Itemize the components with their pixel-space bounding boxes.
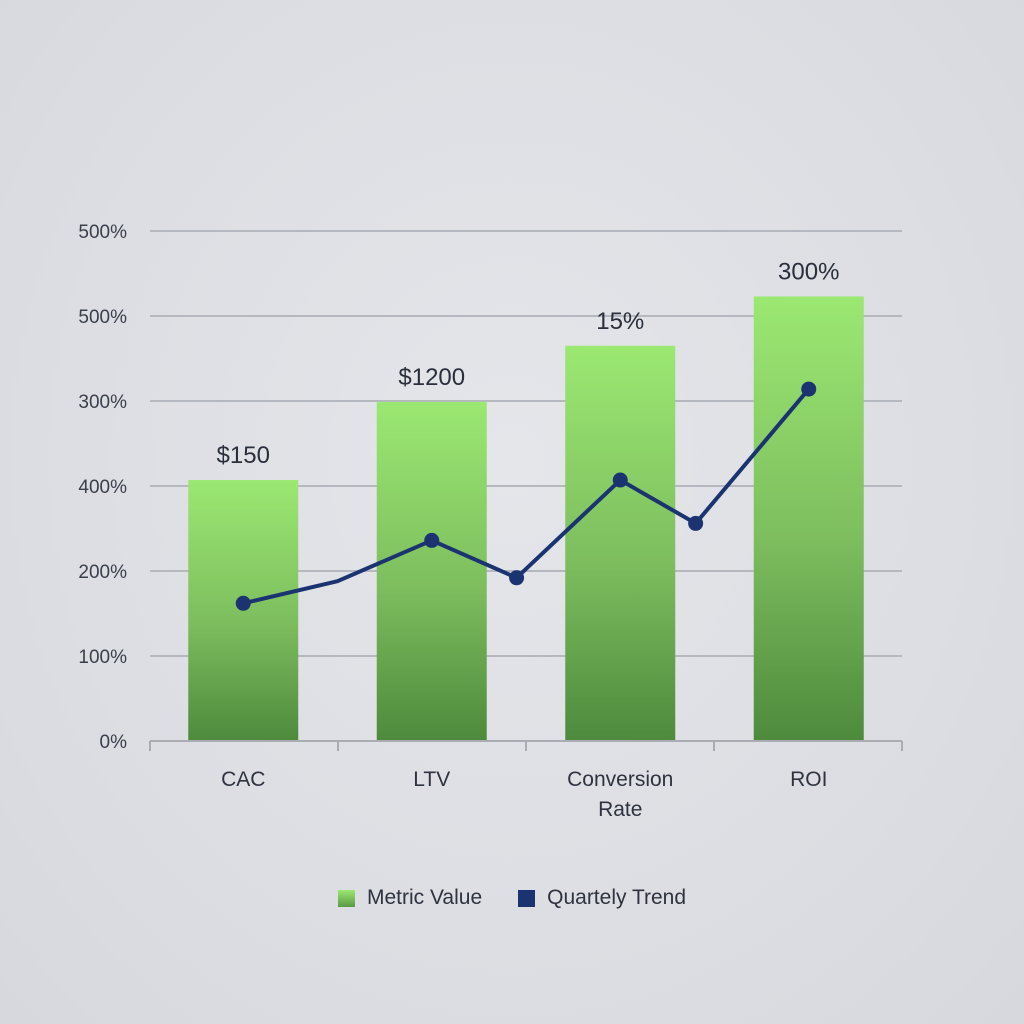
legend-label: Quartely Trend [547, 886, 687, 909]
x-category-label: CAC [221, 768, 265, 791]
bar-conversion-rate[interactable] [565, 345, 676, 741]
trend-point[interactable] [235, 595, 251, 611]
trend-point[interactable] [424, 532, 440, 548]
y-tick-label: 500% [78, 307, 127, 328]
bar-value-label: 15% [596, 308, 644, 335]
legend: Metric Value Quartely Trend [0, 886, 1024, 910]
trend-point[interactable] [612, 472, 628, 488]
y-tick-label: 100% [78, 647, 127, 668]
y-tick-label: 300% [78, 392, 127, 413]
y-axis: 0% 100% 200% 400% 300% 500% 500% [78, 222, 127, 753]
bar-series: $150 $1200 15% 300% [188, 258, 864, 741]
legend-item-quarterly-trend[interactable]: Quartely Trend [518, 886, 686, 910]
x-category-label: LTV [413, 768, 450, 791]
bar-value-label: $1200 [398, 364, 465, 391]
y-tick-label: 200% [78, 562, 127, 583]
green-square-icon [337, 889, 355, 907]
bar-ltv[interactable] [376, 401, 487, 741]
y-tick-label: 0% [100, 732, 128, 753]
y-tick-label: 500% [78, 222, 127, 243]
bar-roi[interactable] [753, 296, 864, 741]
bar-value-label: $150 [217, 442, 270, 469]
line-series [235, 381, 817, 611]
x-category-label: ROI [790, 768, 827, 791]
legend-label: Metric Value [366, 886, 483, 909]
trend-point[interactable] [688, 515, 704, 531]
trend-point[interactable] [509, 570, 525, 586]
x-axis: CAC LTV Conversion Rate ROI [149, 740, 903, 821]
legend-item-metric-value[interactable]: Metric Value [337, 886, 483, 910]
bar-value-label: 300% [778, 258, 839, 285]
trend-point[interactable] [801, 381, 817, 397]
navy-square-icon [518, 889, 536, 907]
x-category-label: Conversion Rate [567, 768, 673, 821]
y-tick-label: 400% [78, 477, 127, 498]
